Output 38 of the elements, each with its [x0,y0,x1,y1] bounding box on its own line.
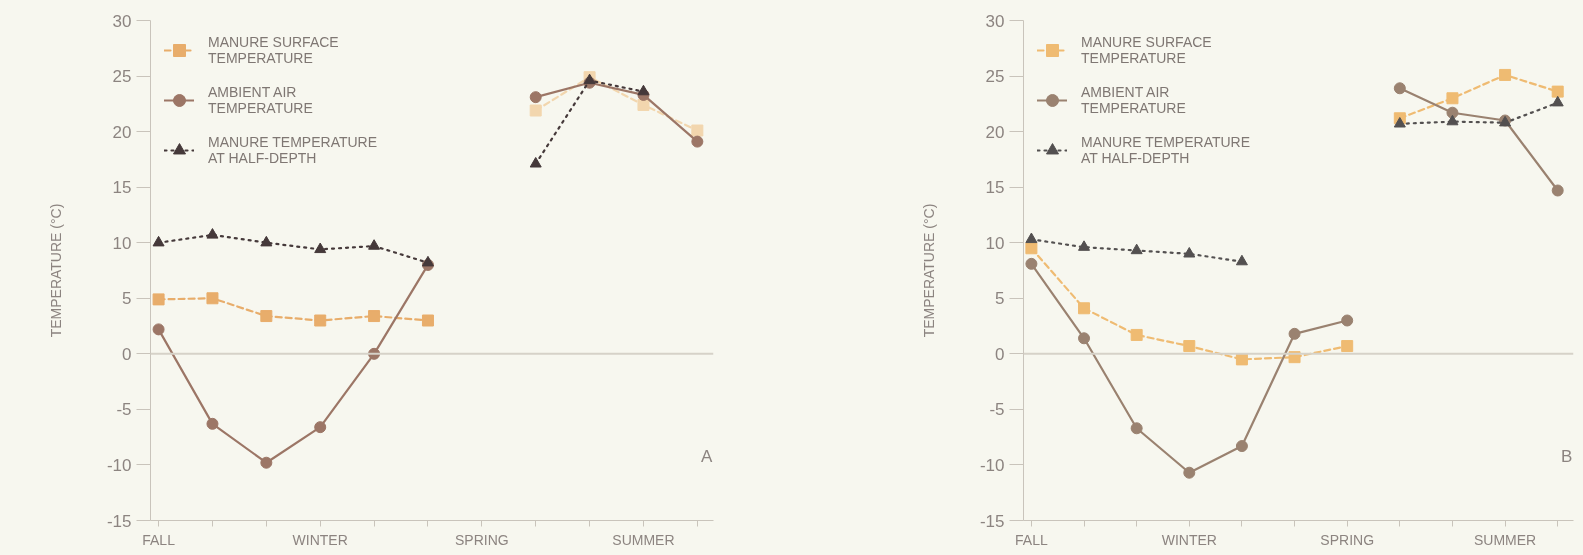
y-tick-label: 25 [985,67,1005,87]
x-tick-label: FALL [1015,531,1048,548]
legend-label: MANURE SURFACE TEMPERATURE [1081,34,1212,66]
x-tick-label: WINTER [292,531,348,548]
y-tick-label: 30 [985,11,1005,31]
legend-label: AMBIENT AIR TEMPERATURE [1081,84,1186,116]
x-tick-label: SUMMER [612,531,675,548]
x-tick-label: SUMMER [1473,531,1537,548]
y-tick-label: 20 [985,122,1005,142]
y-tick-label: 10 [985,233,1005,253]
y-tick-label: -15 [106,511,132,531]
x-tick-label: WINTER [1161,531,1217,548]
annotation: A [701,446,714,466]
y-tick-label: -5 [116,400,132,420]
x-tick-label: FALL [142,531,176,548]
y-axis-title: TEMPERATURE (°C) [920,203,937,338]
y-tick-label: 5 [995,289,1005,309]
y-tick-label: 15 [985,178,1005,198]
y-tick-label: 0 [122,344,132,364]
y-tick-label: 5 [122,289,132,309]
y-tick-label: 0 [995,344,1005,364]
x-tick-label: SPRING [1320,531,1375,548]
y-tick-label: 15 [112,178,132,198]
y-tick-label: 30 [112,11,132,31]
y-tick-label: 10 [112,233,132,253]
y-tick-label: 25 [112,67,132,87]
legend-label: AMBIENT AIR TEMPERATURE [208,84,313,116]
legend-label: MANURE SURFACE TEMPERATURE [208,34,339,66]
legend-label: MANURE TEMPERATURE AT HALF-DEPTH [1081,134,1251,166]
y-tick-label: 20 [112,122,132,142]
y-tick-label: -10 [106,455,132,475]
y-tick-label: -10 [979,455,1005,475]
legend-label: MANURE TEMPERATURE AT HALF-DEPTH [208,134,378,166]
x-tick-label: SPRING [455,531,509,548]
y-axis-title: TEMPERATURE (°C) [47,203,64,338]
y-tick-label: -5 [989,400,1005,420]
y-tick-label: -15 [979,511,1005,531]
annotation: B [1561,446,1573,466]
